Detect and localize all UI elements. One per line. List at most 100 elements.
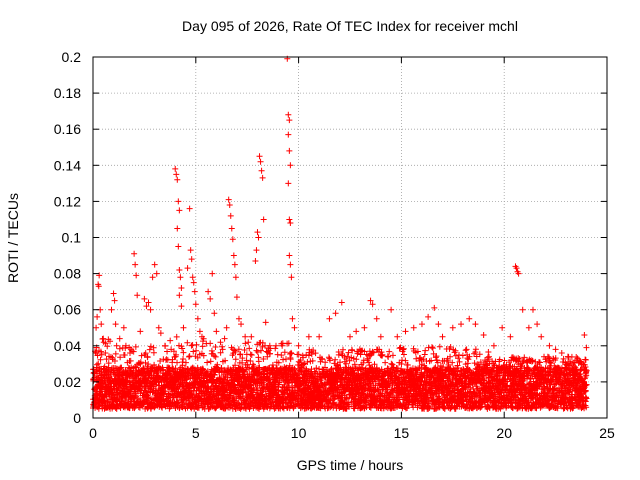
data-point [163,398,170,405]
data-point [130,348,137,355]
data-point [304,359,311,366]
data-point [313,365,320,372]
data-point [270,365,277,372]
data-point [235,346,242,353]
data-point [360,391,367,398]
data-point [309,357,316,364]
data-point [219,343,226,350]
data-point [97,348,104,355]
data-point [211,352,218,359]
data-point [137,359,144,366]
data-point [300,361,307,368]
data-point [344,395,351,402]
data-point [361,348,368,355]
data-point [243,357,250,364]
data-point [131,405,138,412]
data-point [247,403,254,410]
data-point [179,362,186,369]
data-point [237,351,244,358]
data-point [199,343,206,350]
data-point [344,353,351,360]
data-point [163,356,170,363]
data-point [207,340,214,347]
data-point [217,349,224,356]
data-point [216,380,223,387]
data-point [248,351,255,358]
data-point [287,349,294,356]
data-point [322,359,329,366]
data-point [267,350,274,357]
data-point [345,349,352,356]
data-point [341,402,348,409]
data-point [132,343,139,350]
data-point [257,347,264,354]
data-point [147,343,154,350]
data-point [310,347,317,354]
data-point [363,351,370,358]
data-point [245,339,252,346]
data-point [111,358,118,365]
data-point [254,348,261,355]
data-point [244,361,251,368]
data-point [102,340,109,347]
data-point [127,357,134,364]
data-point [246,345,253,352]
data-point [183,375,190,382]
data-point [232,348,239,355]
data-point [372,382,379,389]
data-point [122,397,129,404]
data-point [175,399,182,406]
data-point [212,353,219,360]
data-point [208,347,215,354]
data-point [281,349,288,356]
data-point [132,388,139,395]
data-point [308,351,315,358]
data-point [339,346,346,353]
data-point [242,340,249,347]
data-point [116,345,123,352]
data-point [138,352,145,359]
data-point [287,356,294,363]
data-point [180,349,187,356]
data-point [188,369,195,376]
data-point [145,361,152,368]
data-point [97,356,104,363]
data-point [250,363,257,370]
data-point [159,404,166,411]
data-point [190,348,197,355]
data-point [352,391,359,398]
data-point [105,399,112,406]
data-point [188,342,195,349]
data-point [350,355,357,362]
data-point [179,345,186,352]
data-point [319,356,326,363]
data-point [337,359,344,366]
data-point [272,345,279,352]
data-point [164,348,171,355]
data-point [193,341,200,348]
data-point [360,359,367,366]
data-point [204,359,211,366]
data-point [292,369,299,376]
data-point [311,373,318,380]
data-point [142,359,149,366]
data-points [90,55,590,412]
data-point [95,360,102,367]
data-point [113,342,120,349]
data-point [150,349,157,356]
data-point [207,358,214,365]
data-point [285,340,292,347]
data-point [277,366,284,373]
data-point [112,350,119,357]
data-point [157,358,164,365]
data-point [353,356,360,363]
data-point [331,360,338,367]
data-point [184,339,191,346]
data-point [93,361,100,368]
data-point [105,360,112,367]
data-point [377,390,384,397]
data-point [118,364,125,371]
data-point [193,347,200,354]
data-point [247,357,254,364]
